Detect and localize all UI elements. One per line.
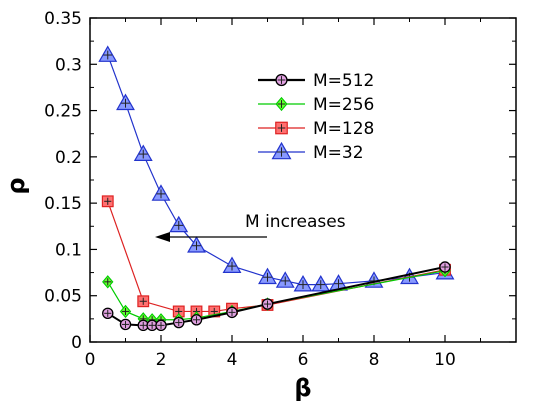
series-m-256 — [102, 264, 451, 327]
x-tick-label: 0 — [85, 350, 96, 370]
data-point — [151, 184, 171, 201]
series-layer — [98, 45, 455, 332]
data-point — [102, 275, 114, 289]
y-tick-label: 0.1 — [55, 240, 82, 260]
plot-frame — [89, 17, 517, 343]
data-point — [116, 93, 135, 111]
data-point — [101, 195, 114, 208]
data-point — [293, 274, 313, 292]
annotation-arrowhead — [155, 232, 170, 242]
legend-entry: M=128 — [258, 119, 374, 139]
y-tick-label: 0.15 — [44, 194, 82, 214]
data-point — [98, 45, 118, 62]
data-point — [190, 314, 203, 326]
data-point — [258, 267, 277, 285]
x-tick-label: 8 — [369, 350, 380, 370]
legend-label: M=256 — [313, 95, 374, 115]
data-point — [173, 316, 185, 329]
x-axis-title: β — [294, 374, 311, 402]
data-point — [226, 306, 238, 319]
legend: M=512 M=256 M=128 M=32 — [258, 71, 374, 163]
series-line — [107, 54, 446, 286]
data-point — [222, 256, 242, 273]
data-point — [102, 307, 114, 320]
data-point — [187, 236, 206, 253]
legend-entry: M=512 — [258, 71, 374, 91]
annotation: M increases — [155, 212, 346, 242]
data-point — [275, 271, 295, 288]
data-point — [119, 318, 132, 331]
data-point — [261, 298, 274, 310]
y-axis-title: ρ — [2, 177, 30, 194]
data-point — [311, 274, 331, 292]
data-point — [133, 144, 153, 161]
legend-label: M=512 — [313, 71, 374, 91]
y-tick-label: 0.25 — [44, 102, 82, 122]
y-tick-label: 0.35 — [44, 9, 82, 29]
x-tick-label: 4 — [227, 350, 238, 370]
y-tick-label: 0 — [71, 333, 82, 353]
legend-label: M=128 — [313, 119, 374, 139]
data-point — [119, 304, 132, 319]
x-tick-label: 6 — [298, 350, 309, 370]
series-line — [107, 266, 446, 327]
axis-ticks — [89, 17, 516, 343]
y-tick-label: 0.2 — [55, 148, 82, 168]
x-tick-labels: 0 2 4 6 8 10 — [85, 350, 456, 370]
y-tick-label: 0.3 — [55, 55, 82, 75]
y-tick-label: 0.05 — [44, 287, 82, 307]
x-tick-label: 10 — [434, 350, 456, 370]
series-m-512 — [102, 261, 451, 332]
data-point — [137, 295, 150, 308]
y-tick-labels: 0 0.05 0.1 0.15 0.2 0.25 0.3 0.35 — [44, 9, 82, 353]
x-tick-label: 2 — [156, 350, 167, 370]
legend-entry: M=256 — [258, 95, 374, 115]
data-point — [439, 261, 451, 273]
legend-label: M=32 — [313, 143, 364, 163]
data-point — [169, 215, 189, 233]
annotation-text: M increases — [245, 212, 346, 232]
data-point — [155, 319, 167, 332]
legend-entry: M=32 — [258, 141, 364, 163]
